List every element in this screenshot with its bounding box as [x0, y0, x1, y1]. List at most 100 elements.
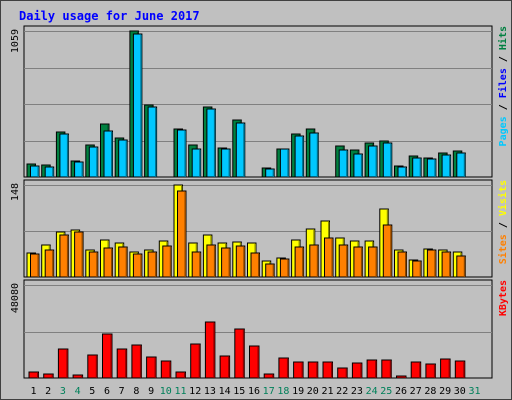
bar-shade — [125, 248, 128, 277]
bar-shade — [463, 154, 466, 177]
x-tick-label-day-19: 19 — [292, 386, 304, 397]
bar-shade — [419, 363, 421, 378]
x-tick-label-day-18: 18 — [277, 386, 289, 397]
bar-shade — [242, 330, 245, 378]
bar-shade — [272, 265, 275, 277]
bar-shade — [419, 159, 422, 177]
bar-shade — [331, 363, 333, 378]
bar-shade — [448, 360, 451, 378]
bar-shade — [228, 150, 231, 177]
bar-shade — [286, 359, 289, 378]
bar-shade — [434, 160, 436, 177]
x-tick-label-day-23: 23 — [351, 386, 363, 397]
bar-shade — [52, 168, 54, 177]
legend-part: Hits — [497, 26, 509, 50]
bar-shade — [404, 377, 406, 378]
bar-shade — [52, 251, 54, 277]
bar-shade — [66, 135, 69, 177]
bar-shade — [434, 251, 436, 277]
x-tick-label-day-25: 25 — [380, 386, 392, 397]
bar-shade — [360, 364, 362, 378]
bar-shade — [81, 163, 84, 177]
bar-shade — [228, 357, 230, 378]
bar-shade — [169, 247, 172, 277]
bar-shade — [155, 253, 157, 277]
bar-shade — [198, 345, 201, 378]
bar-shade — [169, 362, 171, 378]
bar-shade — [375, 248, 378, 277]
legend-part: KBytes — [498, 280, 509, 316]
x-tick-label-day-3: 3 — [60, 386, 66, 397]
bar-shade — [66, 236, 69, 277]
bar-shade — [125, 350, 127, 378]
bar-shade — [66, 350, 68, 378]
bar-shade — [155, 108, 157, 177]
x-tick-label-day-28: 28 — [424, 386, 436, 397]
bar-shade — [184, 373, 186, 378]
panel-max-label: 48080 — [10, 283, 21, 313]
legend-part: / — [498, 98, 509, 116]
bar-shade — [258, 254, 260, 277]
bar-shade — [287, 260, 289, 277]
x-tick-label-day-9: 9 — [148, 386, 154, 397]
panel-legend-label: Sites / Visits — [497, 180, 509, 264]
bar-shade — [287, 150, 289, 177]
x-tick-label-day-21: 21 — [321, 386, 333, 397]
bar-shade — [272, 170, 275, 177]
bar-shade — [110, 335, 112, 378]
x-tick-label-day-6: 6 — [104, 386, 110, 397]
x-tick-label-day-15: 15 — [233, 386, 245, 397]
legend-part: Visits — [497, 180, 509, 216]
bar-shade — [375, 147, 378, 177]
bar-shade — [37, 373, 39, 378]
panel-visits-sites: 148 Sites / Visits — [10, 179, 509, 278]
bar-shade — [140, 35, 142, 177]
bar-shade — [213, 110, 216, 177]
bar-shade — [360, 248, 363, 277]
bar-shade — [346, 246, 348, 277]
bar-shade — [405, 253, 407, 277]
x-tick-label-day-29: 29 — [439, 386, 451, 397]
bar-shade — [140, 255, 142, 277]
legend-part: Pages — [498, 116, 509, 146]
bar-shade — [433, 365, 436, 378]
bar-shade — [419, 262, 422, 277]
panel-hits-files: 1059 Pages / Files / Hits — [10, 25, 509, 178]
bar-shade — [302, 137, 304, 177]
bar-shade — [199, 150, 201, 177]
bar-shade — [345, 369, 348, 378]
x-tick-label-day-4: 4 — [75, 386, 81, 397]
legend-part: / — [498, 216, 509, 234]
bar-shade — [96, 148, 98, 177]
bar-shade — [37, 167, 39, 177]
bar-shade — [81, 233, 84, 277]
bar-shade — [184, 192, 186, 277]
bar-shade — [302, 248, 304, 277]
bar-shade — [449, 253, 451, 277]
bar-shade — [199, 253, 201, 277]
legend-part: Sites — [497, 234, 509, 264]
bar-shade — [125, 141, 128, 177]
bar-shade — [463, 257, 466, 277]
bar-shade — [51, 375, 54, 378]
x-tick-label-day-13: 13 — [204, 386, 216, 397]
panel-legend-label: Pages / Files / Hits — [497, 26, 509, 146]
bar-shade — [272, 375, 274, 378]
panel-kbytes: 48080 KBytes — [10, 279, 509, 379]
x-tick-label-day-31: 31 — [468, 386, 480, 397]
bar-shade — [154, 358, 157, 378]
x-tick-label-day-16: 16 — [248, 386, 260, 397]
x-tick-label-day-1: 1 — [30, 386, 36, 397]
x-tick-label-day-27: 27 — [410, 386, 422, 397]
bar-shade — [389, 361, 392, 378]
bar-shade — [316, 246, 319, 277]
bar-shade — [243, 124, 245, 177]
x-tick-label-day-8: 8 — [133, 386, 139, 397]
panel-legend-label: KBytes — [498, 280, 509, 316]
bar-shade — [96, 253, 98, 277]
x-tick-label-day-10: 10 — [160, 386, 172, 397]
bar-shade — [316, 363, 318, 378]
bar-shade — [213, 323, 215, 378]
x-tick-label-day-5: 5 — [89, 386, 95, 397]
